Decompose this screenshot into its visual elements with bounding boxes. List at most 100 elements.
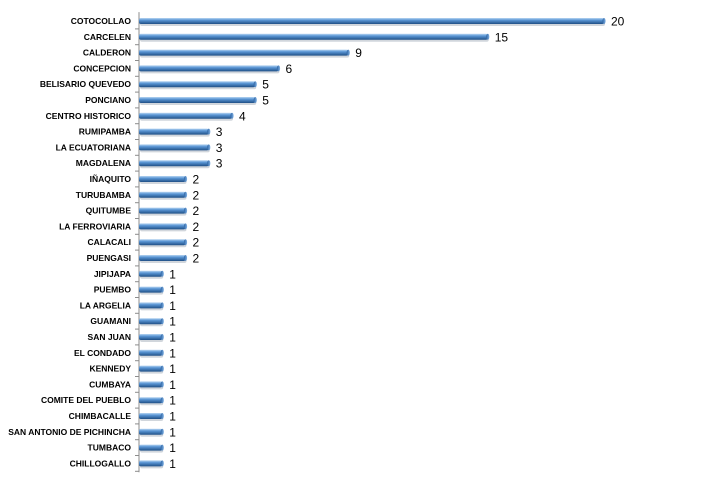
bar-guamani bbox=[139, 318, 164, 327]
bar-body bbox=[139, 428, 163, 435]
category-label: PUENGASI bbox=[87, 253, 131, 263]
bar-cap bbox=[160, 302, 164, 309]
bar-centro-historico bbox=[139, 112, 234, 121]
bar-body bbox=[139, 18, 604, 24]
bar-turubamba bbox=[139, 191, 188, 200]
bar-cap bbox=[183, 223, 188, 230]
value-label: 3 bbox=[216, 125, 223, 139]
value-label: 1 bbox=[169, 331, 176, 345]
value-label: 1 bbox=[169, 425, 176, 439]
bar-cap bbox=[253, 97, 257, 103]
bar-san-juan bbox=[139, 334, 164, 342]
category-label: CARCELEN bbox=[84, 32, 131, 42]
category-label: CALDERON bbox=[83, 48, 131, 58]
bar-ponciano bbox=[139, 97, 257, 105]
bar-cap bbox=[183, 207, 188, 214]
bar-belisario-quevedo bbox=[139, 81, 257, 90]
bar-comite-del-pueblo bbox=[139, 397, 164, 406]
value-label: 1 bbox=[169, 457, 176, 471]
value-label: 2 bbox=[193, 204, 200, 218]
value-label: 2 bbox=[193, 252, 200, 266]
bar-san-antonio-de-pichincha bbox=[139, 428, 164, 437]
bar-calacali bbox=[139, 239, 188, 248]
bar-body bbox=[139, 397, 163, 404]
bar-body bbox=[139, 413, 163, 419]
bar-body bbox=[139, 81, 256, 88]
bar-body bbox=[139, 223, 186, 230]
category-label: QUITUMBE bbox=[86, 206, 132, 216]
bar-body bbox=[139, 144, 209, 151]
bar-body bbox=[139, 239, 186, 246]
category-label: SAN ANTONIO DE PICHINCHA bbox=[8, 427, 131, 437]
category-label: CHIMBACALLE bbox=[69, 411, 132, 421]
bar-cap bbox=[486, 33, 490, 40]
bar-concepcion bbox=[139, 65, 281, 74]
bar-cap bbox=[160, 286, 164, 293]
bar-la-argelia bbox=[139, 302, 164, 311]
bar-body bbox=[139, 286, 163, 293]
bar-tumbaco bbox=[139, 444, 164, 453]
bar-body bbox=[139, 112, 232, 119]
bar-cap bbox=[207, 160, 211, 167]
value-label: 1 bbox=[169, 362, 176, 376]
bar-body bbox=[139, 365, 163, 372]
bar-i-aquito bbox=[139, 176, 188, 184]
bar-body bbox=[139, 128, 209, 135]
bar-cap bbox=[346, 49, 350, 56]
bar-magdalena bbox=[139, 160, 211, 169]
value-label: 15 bbox=[495, 30, 509, 44]
bar-cap bbox=[160, 349, 164, 356]
bar-body bbox=[139, 302, 163, 309]
value-label: 5 bbox=[262, 78, 269, 92]
category-label: CUMBAYA bbox=[89, 379, 131, 389]
value-label: 6 bbox=[286, 62, 293, 76]
bar-body bbox=[139, 255, 186, 261]
axis-layer bbox=[135, 12, 140, 473]
bar-cap bbox=[160, 428, 164, 435]
bar-cumbaya bbox=[139, 381, 164, 390]
bar-cap bbox=[160, 397, 164, 404]
bar-body bbox=[139, 381, 163, 388]
category-label: TURUBAMBA bbox=[76, 190, 131, 200]
value-label: 20 bbox=[611, 15, 625, 29]
bar-el-condado bbox=[139, 349, 164, 358]
value-label: 1 bbox=[169, 346, 176, 360]
bar-body bbox=[139, 160, 209, 167]
bar-body bbox=[139, 65, 279, 72]
value-label: 3 bbox=[216, 157, 223, 171]
bar-body bbox=[139, 49, 349, 56]
bar-body bbox=[139, 270, 163, 277]
bar-cap bbox=[160, 444, 164, 451]
bar-body bbox=[139, 349, 163, 356]
bar-body bbox=[139, 460, 163, 467]
bar-body bbox=[139, 444, 163, 451]
bar-la-ferroviaria bbox=[139, 223, 188, 232]
bar-cap bbox=[160, 381, 164, 388]
value-label: 3 bbox=[216, 141, 223, 155]
bars-layer bbox=[139, 18, 606, 469]
value-label: 1 bbox=[169, 315, 176, 329]
category-label: LA ECUATORIANA bbox=[56, 142, 131, 152]
category-label: IÑAQUITO bbox=[90, 174, 132, 184]
bar-cap bbox=[207, 144, 211, 151]
bar-cap bbox=[160, 334, 164, 340]
category-label: SAN JUAN bbox=[88, 332, 131, 342]
bar-cap bbox=[183, 191, 188, 198]
category-label: GUAMANI bbox=[90, 316, 131, 326]
category-label: MAGDALENA bbox=[76, 158, 131, 168]
bar-calderon bbox=[139, 49, 350, 58]
value-label: 1 bbox=[169, 299, 176, 313]
bar-puengasi bbox=[139, 255, 188, 263]
value-label: 2 bbox=[193, 173, 200, 187]
bar-body bbox=[139, 191, 186, 198]
category-label: COTOCOLLAO bbox=[71, 16, 132, 26]
bar-cap bbox=[207, 128, 211, 135]
category-label: RUMIPAMBA bbox=[79, 127, 131, 137]
bar-la-ecuatoriana bbox=[139, 144, 211, 153]
category-label: JIPIJAPA bbox=[94, 269, 131, 279]
bar-cap bbox=[183, 176, 188, 182]
value-label: 1 bbox=[169, 267, 176, 281]
bar-body bbox=[139, 318, 163, 325]
value-label: 1 bbox=[169, 394, 176, 408]
